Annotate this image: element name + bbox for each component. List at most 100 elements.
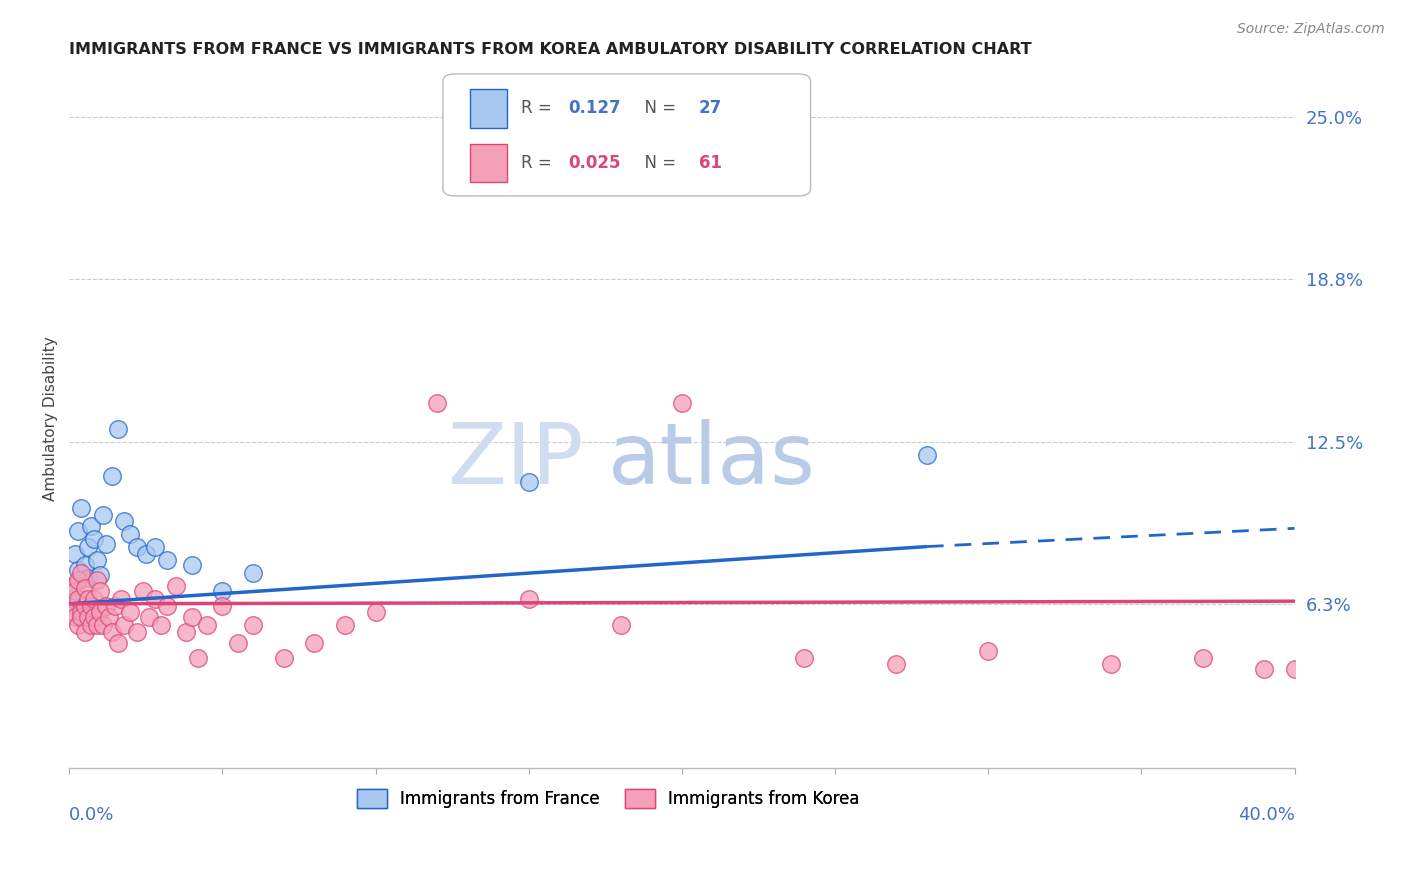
Point [91,508,114,523]
Point [89,568,111,582]
Text: 61: 61 [699,153,723,172]
Text: 0.0%: 0.0% [69,806,115,824]
Point [333,617,356,632]
Point [211,599,233,614]
Point [195,617,218,632]
Text: Source: ZipAtlas.com: Source: ZipAtlas.com [1237,22,1385,37]
Point [174,625,197,640]
Text: 27: 27 [699,99,723,118]
Point [67,524,90,538]
Point [609,617,631,632]
Point [517,475,540,489]
Point [65,609,87,624]
Point [1253,662,1275,676]
Text: R =: R = [522,153,557,172]
Point [120,526,142,541]
Point [110,591,132,606]
Point [165,578,187,592]
Point [94,537,117,551]
Point [132,583,155,598]
Point [65,583,87,598]
Point [76,609,98,624]
Point [73,558,96,572]
Text: 0.025: 0.025 [568,153,620,172]
Text: ZIP: ZIP [447,419,583,502]
Point [143,591,166,606]
Point [67,563,90,577]
Text: N =: N = [634,99,682,118]
Text: R =: R = [522,99,557,118]
Legend: Immigrants from France, Immigrants from Korea: Immigrants from France, Immigrants from … [350,782,866,815]
Point [977,643,1000,657]
Point [79,518,101,533]
Point [83,591,105,606]
FancyBboxPatch shape [443,74,810,196]
Point [76,571,98,585]
Point [242,617,264,632]
Point [517,591,540,606]
Point [304,636,326,650]
Point [94,599,117,614]
Point [76,591,98,606]
Point [83,609,105,624]
Text: 40.0%: 40.0% [1237,806,1295,824]
Point [73,581,96,595]
Point [79,599,101,614]
Point [86,574,108,588]
Point [125,540,148,554]
Point [60,605,83,619]
Point [150,617,173,632]
Point [120,605,142,619]
Point [1284,662,1306,676]
Point [60,578,83,592]
Point [65,547,87,561]
Point [70,605,93,619]
Point [73,599,96,614]
Text: 0.127: 0.127 [568,99,620,118]
Point [226,636,249,650]
Point [86,617,108,632]
Point [67,617,90,632]
Point [242,566,264,580]
Point [156,599,179,614]
Point [915,449,938,463]
Point [91,617,114,632]
Point [79,617,101,632]
Point [211,583,233,598]
Point [793,651,815,665]
Point [187,651,209,665]
Text: atlas: atlas [609,419,817,502]
Point [70,500,93,515]
Point [67,591,90,606]
Point [101,625,124,640]
Point [143,540,166,554]
Point [98,609,121,624]
Point [1191,651,1213,665]
Point [60,591,83,606]
Point [73,625,96,640]
Point [364,605,387,619]
Point [107,422,129,436]
Point [884,657,907,671]
Point [1099,657,1122,671]
Text: N =: N = [634,153,682,172]
FancyBboxPatch shape [470,89,506,128]
Point [67,574,90,588]
Y-axis label: Ambulatory Disability: Ambulatory Disability [44,336,58,501]
Point [135,547,157,561]
Point [89,605,111,619]
Point [426,396,449,410]
FancyBboxPatch shape [470,144,506,182]
Point [112,514,135,528]
Point [156,552,179,566]
Point [273,651,295,665]
Point [138,609,160,624]
Point [180,558,202,572]
Point [76,540,98,554]
Point [112,617,135,632]
Point [83,532,105,546]
Point [125,625,148,640]
Point [107,636,129,650]
Point [86,552,108,566]
Point [70,566,93,580]
